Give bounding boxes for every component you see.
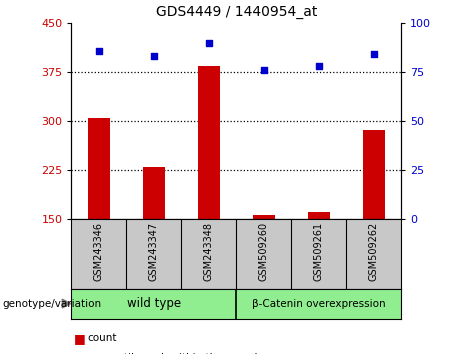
Bar (253, 215, 275, 219)
Text: GSM243346: GSM243346 (94, 222, 104, 281)
Text: percentile rank within the sample: percentile rank within the sample (88, 353, 264, 354)
Text: GSM509260: GSM509260 (259, 222, 269, 281)
Bar (363, 130, 384, 219)
Text: wild type: wild type (127, 297, 181, 310)
Bar (88, 118, 110, 219)
Text: GSM509261: GSM509261 (313, 222, 324, 281)
Point (315, 63, 322, 69)
Text: β-Catenin overexpression: β-Catenin overexpression (252, 298, 385, 309)
Text: GSM243348: GSM243348 (204, 222, 214, 281)
Text: GSM509262: GSM509262 (369, 222, 378, 281)
Text: ■: ■ (74, 332, 85, 344)
Bar (307, 212, 330, 219)
Point (370, 52, 377, 57)
Point (95, 48, 103, 53)
Bar (198, 65, 220, 219)
Text: GSM243347: GSM243347 (149, 222, 159, 281)
Bar (143, 167, 165, 219)
Point (205, 40, 213, 45)
Text: genotype/variation: genotype/variation (2, 298, 101, 309)
Point (260, 67, 267, 73)
Title: GDS4449 / 1440954_at: GDS4449 / 1440954_at (155, 5, 317, 19)
Text: count: count (88, 333, 117, 343)
Text: ■: ■ (74, 351, 85, 354)
Point (150, 53, 158, 59)
